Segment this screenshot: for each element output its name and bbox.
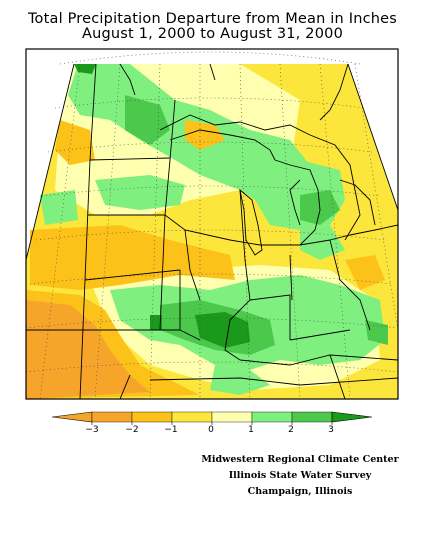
legend-tick-label: 0 xyxy=(208,425,214,435)
legend-swatch xyxy=(171,411,213,423)
credit-line-3: Champaign, Illinois xyxy=(247,486,353,497)
legend-tick-label: 3 xyxy=(328,425,334,435)
latlon-grid xyxy=(26,51,398,399)
legend-swatch xyxy=(291,411,333,423)
state-boundaries xyxy=(26,63,398,399)
map-title-line1: Total Precipitation Departure from Mean … xyxy=(27,11,398,27)
legend-under-arrow xyxy=(51,411,93,423)
wet-area-south xyxy=(210,365,270,395)
legend-swatch xyxy=(251,411,293,423)
legend-tick-label: −3 xyxy=(85,425,99,435)
map-frame xyxy=(25,48,399,400)
legend-tick-label: −2 xyxy=(125,425,139,435)
credit-line-2: Illinois State Water Survey xyxy=(228,470,372,481)
legend-tick-label: 1 xyxy=(248,425,254,435)
map-title-line2: August 1, 2000 to August 31, 2000 xyxy=(82,26,343,42)
great-lakes-shoreline xyxy=(119,63,398,256)
legend-tick-label: 2 xyxy=(288,425,294,435)
color-legend xyxy=(51,411,373,425)
legend-tick-label: −1 xyxy=(164,425,178,435)
wet-area-west xyxy=(40,190,78,225)
legend-swatch xyxy=(131,411,173,423)
credit-line-1: Midwestern Regional Climate Center xyxy=(201,454,399,465)
very-wet-core-illinois xyxy=(195,312,250,348)
very-wet-core-plains xyxy=(150,315,162,330)
wet-area-central xyxy=(95,175,185,210)
dry-zone-plains xyxy=(30,225,235,290)
moderate-wet-north xyxy=(125,95,170,145)
very-wet-core-northwest xyxy=(74,64,96,74)
dry-zone-east xyxy=(345,255,385,290)
precipitation-field xyxy=(26,49,398,399)
dry-zone-northwest xyxy=(55,120,95,165)
legend-swatch xyxy=(211,411,253,423)
very-dry-zone-southwest xyxy=(26,300,150,399)
dry-zone-north xyxy=(185,120,225,150)
legend-over-arrow xyxy=(331,411,373,423)
legend-swatch xyxy=(91,411,133,423)
